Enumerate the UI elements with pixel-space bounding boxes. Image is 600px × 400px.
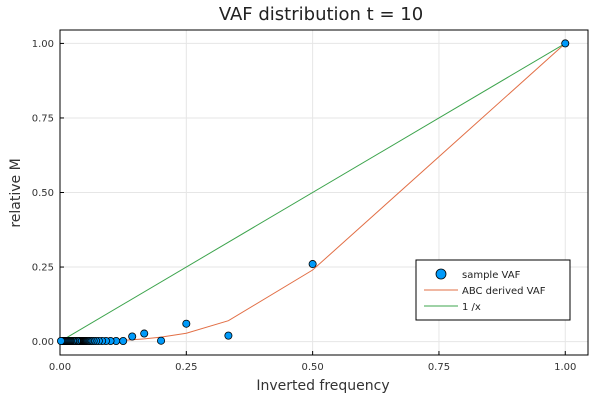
- legend: sample VAF ABC derived VAF 1 /x: [415, 259, 571, 321]
- legend-marker-sample-vaf: [435, 268, 447, 280]
- data-point: [119, 336, 128, 345]
- y-tick-label: 0.25: [32, 263, 54, 274]
- y-tick-label: 0.50: [32, 188, 54, 199]
- y-tick-label: 0.00: [32, 337, 54, 348]
- x-tick-label: 0.00: [49, 362, 71, 373]
- x-ticks: 0.00 0.25 0.50 0.75 1.00: [49, 351, 576, 373]
- data-point: [128, 332, 137, 341]
- x-tick-label: 0.75: [428, 362, 450, 373]
- chart-title: VAF distribution t = 10: [219, 4, 423, 25]
- legend-label-abc: ABC derived VAF: [462, 286, 546, 297]
- x-tick-label: 1.00: [554, 362, 576, 373]
- x-axis-label: Inverted frequency: [256, 378, 389, 394]
- x-tick-label: 0.50: [301, 362, 323, 373]
- legend-label-inverse: 1 /x: [462, 302, 481, 313]
- data-point: [57, 336, 66, 345]
- data-point: [182, 319, 191, 328]
- y-ticks: 0.00 0.25 0.50 0.75 1.00: [32, 39, 64, 348]
- data-point: [157, 336, 166, 345]
- y-tick-label: 0.75: [32, 113, 54, 124]
- y-axis-label: relative M: [8, 158, 24, 227]
- data-point: [224, 331, 233, 340]
- data-point: [308, 260, 317, 269]
- legend-label-sample-vaf: sample VAF: [462, 270, 521, 281]
- y-tick-label: 1.00: [32, 39, 54, 50]
- series-line-2: [59, 42, 566, 343]
- series-points: [57, 39, 570, 345]
- data-point: [561, 39, 570, 48]
- x-tick-label: 0.25: [175, 362, 197, 373]
- data-point: [140, 329, 149, 338]
- grid: [59, 30, 588, 355]
